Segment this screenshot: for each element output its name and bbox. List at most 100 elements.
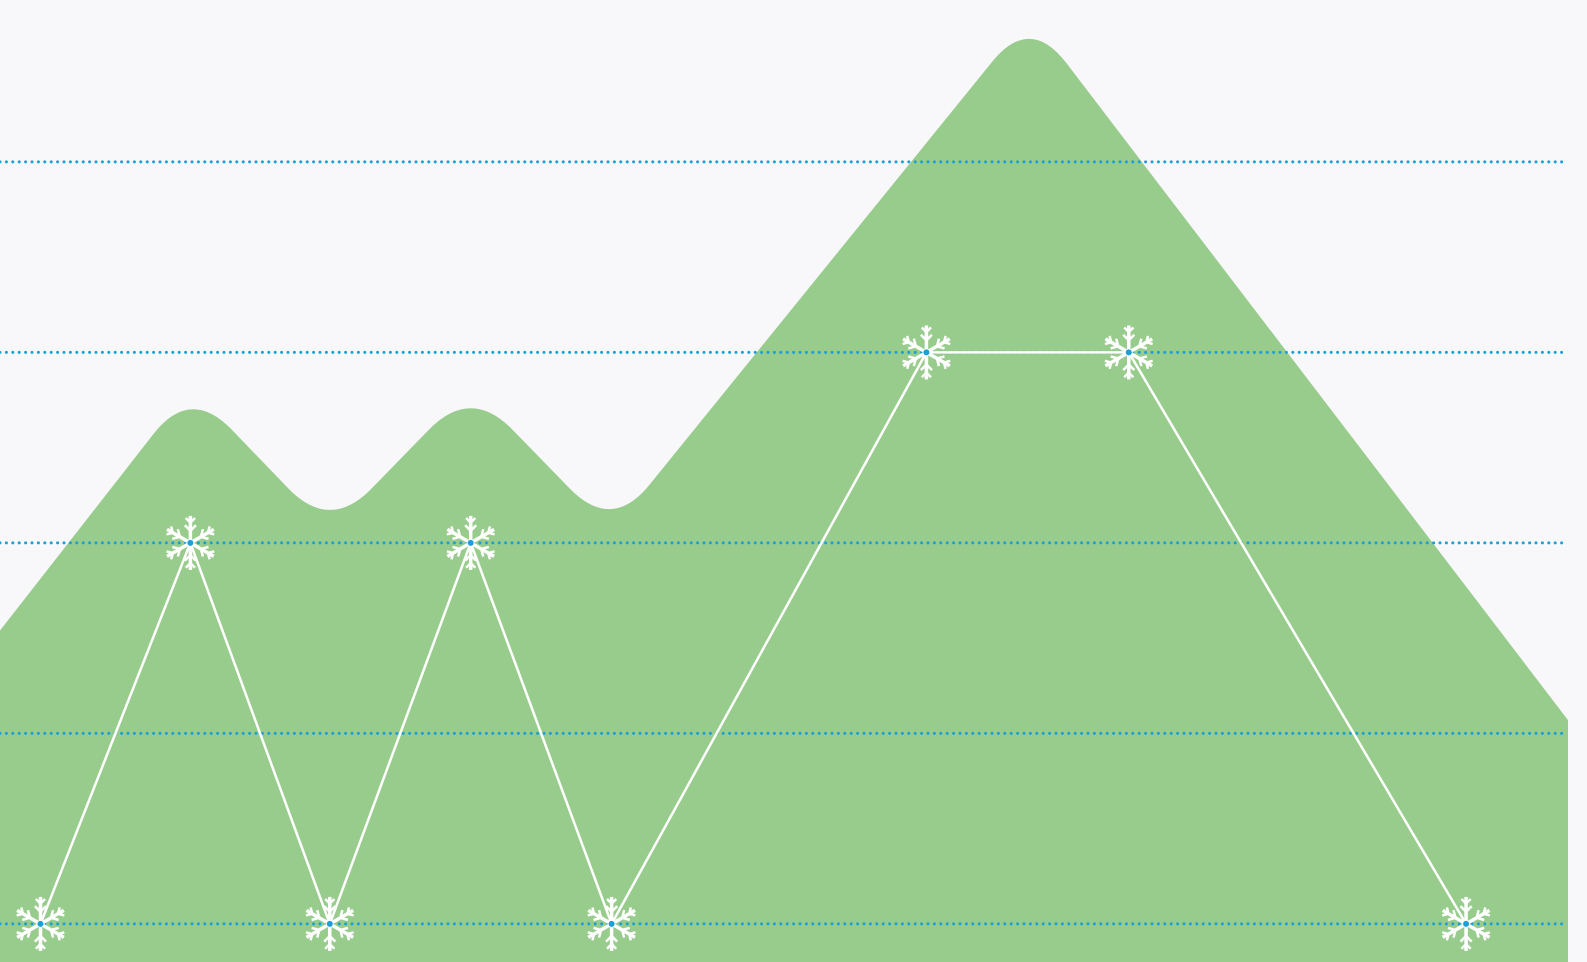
- flake-branch: [628, 931, 636, 936]
- point-marker: [1441, 896, 1491, 951]
- flake-branch: [1138, 358, 1143, 367]
- flake-branch: [16, 931, 24, 936]
- flake-branch: [1475, 909, 1480, 919]
- flake-branch: [487, 531, 495, 536]
- flake-center: [923, 349, 930, 356]
- flake-branch: [593, 926, 602, 932]
- flake-branch: [925, 363, 933, 372]
- flake-branch: [305, 912, 313, 917]
- flake-branch: [587, 912, 595, 917]
- flake-branch: [1452, 909, 1457, 919]
- flake-branch: [935, 358, 941, 367]
- flake-branch: [905, 362, 911, 370]
- flake-branch: [1441, 912, 1449, 917]
- flake-center: [37, 920, 44, 927]
- flake-branch: [1447, 916, 1456, 922]
- flake-branch: [606, 943, 613, 950]
- flake-branch: [936, 345, 945, 350]
- flake-branch: [1482, 933, 1487, 941]
- point-marker: [16, 896, 65, 951]
- flake-branch: [1465, 905, 1473, 913]
- flake-branch: [920, 371, 928, 379]
- flake-branch: [1123, 371, 1130, 379]
- flake-branch: [621, 916, 631, 922]
- flake-branch: [628, 912, 636, 917]
- flake-branch: [620, 929, 626, 938]
- flake-branch: [452, 535, 461, 541]
- flake-branch: [942, 335, 947, 343]
- flake-center: [187, 539, 194, 546]
- flake-branch: [328, 905, 337, 913]
- flake-branch: [166, 531, 174, 536]
- flake-branch: [480, 535, 490, 541]
- flake-branch: [627, 933, 633, 941]
- flake-branch: [1145, 341, 1153, 346]
- flake-branch: [311, 926, 320, 932]
- flake-center: [467, 539, 474, 546]
- flake-branch: [1104, 359, 1112, 364]
- flake-branch: [605, 935, 613, 943]
- flake-branch: [316, 909, 321, 919]
- flake-branch: [597, 909, 603, 919]
- flake-branch: [469, 524, 478, 532]
- flake-branch: [1475, 929, 1480, 938]
- flake-branch: [316, 929, 321, 938]
- flake-branch: [912, 358, 918, 367]
- flake-branch: [169, 526, 175, 534]
- flake-branch: [1482, 907, 1487, 915]
- flake-branch: [912, 338, 918, 347]
- flake-branch: [328, 935, 337, 943]
- flake-branch: [1138, 345, 1148, 350]
- flake-branch: [339, 929, 344, 938]
- flake-branch: [339, 916, 349, 922]
- flake-branch: [34, 943, 42, 950]
- flake-center: [1125, 349, 1132, 356]
- flake-branch: [1445, 933, 1450, 941]
- flake-branch: [1476, 926, 1485, 932]
- flake-branch: [480, 548, 485, 557]
- flake-branch: [1145, 362, 1150, 370]
- flake-branch: [1445, 907, 1450, 915]
- flake-branch: [480, 545, 490, 551]
- flake-branch: [200, 535, 209, 541]
- flake-branch: [166, 550, 174, 555]
- flake-branch: [207, 531, 215, 536]
- flake-branch: [189, 524, 197, 532]
- flake-branch: [487, 526, 492, 534]
- flake-branch: [456, 548, 462, 557]
- flake-branch: [1115, 338, 1120, 347]
- flake-branch: [171, 535, 181, 541]
- flake-branch: [1127, 326, 1135, 334]
- flake-branch: [323, 935, 331, 943]
- flake-branch: [1483, 912, 1491, 917]
- flake-branch: [39, 935, 47, 943]
- flake-branch: [942, 362, 947, 370]
- flake-branch: [49, 929, 55, 938]
- flake-branch: [176, 528, 182, 538]
- flake-branch: [1145, 335, 1150, 343]
- flake-branch: [57, 912, 65, 917]
- flake-branch: [50, 916, 59, 922]
- flake-branch: [324, 943, 331, 950]
- flake-branch: [34, 905, 42, 913]
- flake-branch: [56, 907, 61, 915]
- flake-branch: [905, 335, 911, 343]
- flake-branch: [1447, 926, 1456, 932]
- flake-branch: [446, 531, 454, 536]
- flake-branch: [610, 905, 619, 913]
- flake-branch: [56, 933, 61, 941]
- point-marker: [305, 896, 355, 951]
- flake-branch: [1459, 935, 1467, 943]
- flake-branch: [49, 909, 55, 919]
- flake-branch: [587, 931, 595, 936]
- flake-branch: [347, 931, 354, 936]
- flake-branch: [907, 345, 917, 350]
- flake-branch: [323, 905, 331, 913]
- flake-branch: [183, 554, 192, 562]
- flake-branch: [919, 363, 928, 372]
- flake-branch: [39, 898, 46, 905]
- flake-center: [326, 920, 333, 927]
- point-marker: [587, 896, 636, 951]
- flake-branch: [1110, 345, 1119, 350]
